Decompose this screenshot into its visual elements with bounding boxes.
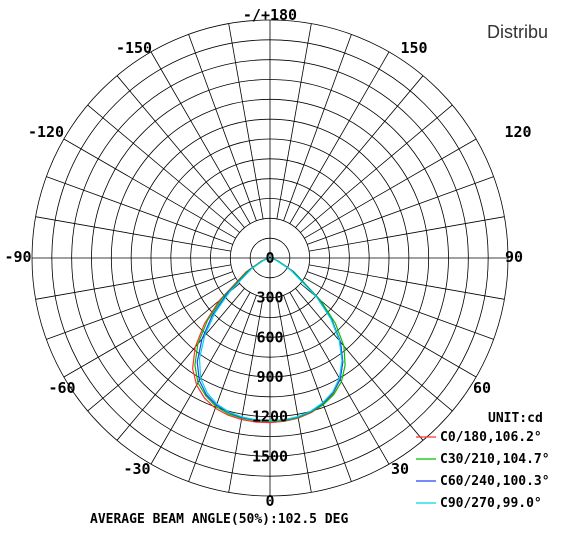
grid-spoke — [308, 216, 505, 252]
grid-spoke — [308, 264, 505, 300]
grid-spoke — [300, 283, 453, 412]
grid-spoke — [116, 75, 245, 228]
radial-tick-label: 600 — [256, 328, 283, 346]
grid-spoke — [307, 176, 494, 245]
grid-spoke — [276, 23, 312, 220]
grid-spoke — [283, 34, 352, 221]
grid-spoke — [307, 271, 494, 340]
series-curve — [194, 257, 346, 422]
legend-label: C30/210,104.7° — [440, 452, 550, 467]
grid-spoke — [150, 51, 251, 224]
radial-tick-label: 900 — [256, 368, 283, 386]
grid-spoke — [63, 138, 236, 239]
series-curve — [198, 257, 343, 422]
angle-tick-label: -150 — [116, 39, 152, 57]
angle-tick-label: -60 — [48, 379, 75, 397]
legend-label: C60/240,100.3° — [440, 474, 550, 489]
radial-tick-label: 300 — [256, 289, 283, 307]
grid-spoke — [116, 288, 245, 441]
grid-spoke — [35, 216, 232, 252]
grid-spoke — [87, 104, 240, 233]
angle-tick-label: -120 — [28, 123, 64, 141]
radial-tick-label: 1200 — [252, 408, 288, 426]
angle-tick-label: -90 — [4, 248, 31, 266]
angle-tick-label: 120 — [504, 123, 531, 141]
legend-label: C0/180,106.2° — [440, 430, 542, 445]
chart-title-partial: Distribu — [487, 22, 548, 42]
angle-tick-label: 60 — [473, 379, 491, 397]
grid-spoke — [46, 176, 233, 245]
beam-angle-footer: AVERAGE BEAM ANGLE(50%):102.5 DEG — [90, 512, 348, 527]
polar-grid — [31, 19, 509, 497]
intensity-curves — [191, 257, 346, 424]
grid-spoke — [63, 277, 236, 378]
grid-spoke — [188, 295, 257, 482]
grid-spoke — [46, 271, 233, 340]
grid-spoke — [304, 277, 477, 378]
grid-spoke — [304, 138, 477, 239]
unit-label: UNIT:cd — [488, 411, 543, 426]
grid-spoke — [300, 104, 453, 233]
angle-tick-label: 90 — [505, 248, 523, 266]
grid-spoke — [289, 51, 390, 224]
grid-spoke — [228, 296, 264, 493]
radial-tick-label: 0 — [265, 249, 274, 267]
grid-spoke — [35, 264, 232, 300]
legend: C0/180,106.2° C30/210,104.7° C60/240,100.3… — [416, 430, 550, 511]
angle-tick-label: 0 — [265, 492, 274, 510]
grid-spoke — [188, 34, 257, 221]
angle-tick-label: 150 — [400, 39, 427, 57]
angle-tick-label: 30 — [391, 460, 409, 478]
grid-spoke — [295, 75, 424, 228]
angle-tick-label: -30 — [123, 460, 150, 478]
grid-spoke — [276, 296, 312, 493]
grid-spoke — [283, 295, 352, 482]
angle-tick-label: -/+180 — [243, 6, 297, 24]
grid-spoke — [228, 23, 264, 220]
radial-tick-label: 1500 — [252, 447, 288, 465]
legend-label: C90/270,99.0° — [440, 496, 542, 511]
grid-spoke — [295, 288, 424, 441]
grid-spoke — [87, 283, 240, 412]
axis-labels: -/+1801501209060300-30-60-90-120-1500300… — [4, 6, 531, 510]
